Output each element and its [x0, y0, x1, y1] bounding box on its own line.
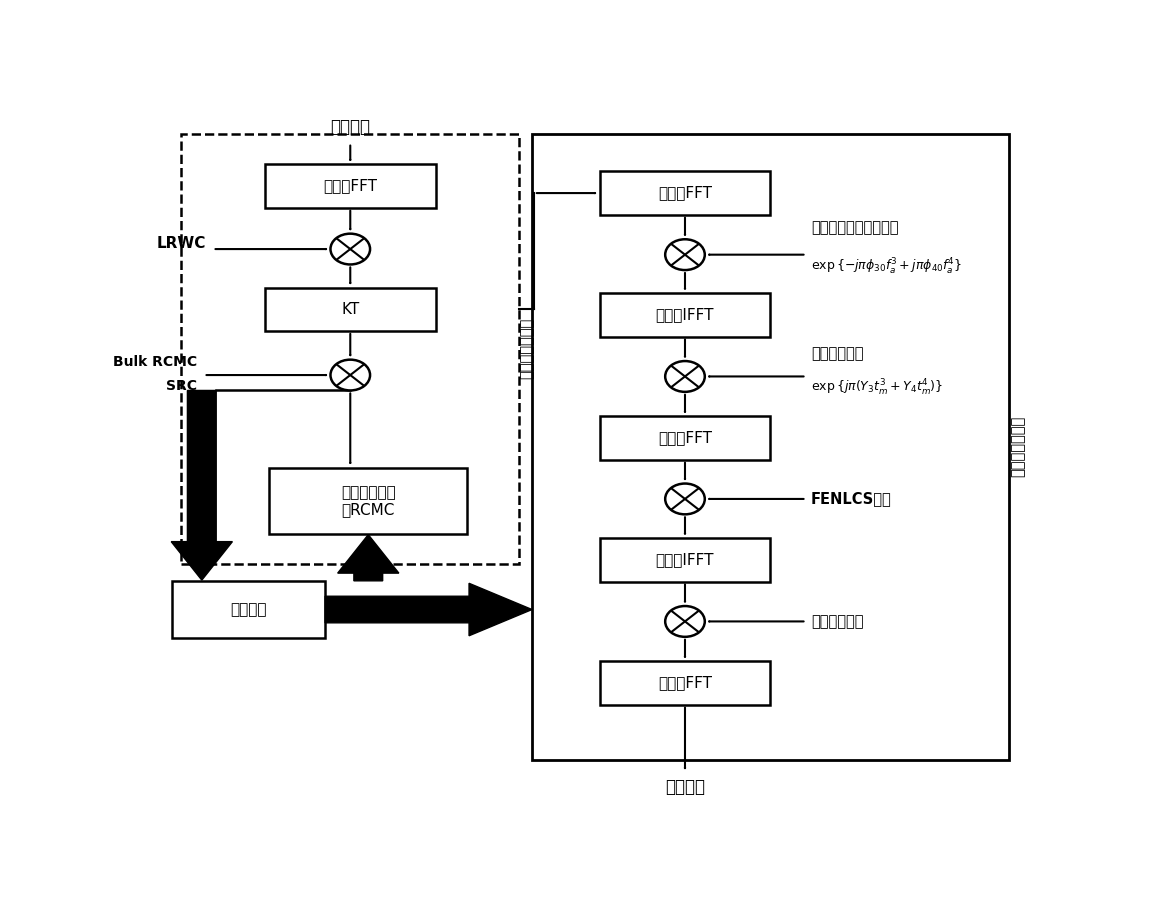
Circle shape — [665, 239, 705, 270]
FancyBboxPatch shape — [265, 287, 435, 331]
Bar — [181, 134, 519, 564]
Text: 方位向处理流程: 方位向处理流程 — [1010, 416, 1025, 477]
FancyBboxPatch shape — [599, 294, 771, 336]
Text: 球体模型: 球体模型 — [230, 602, 267, 617]
Text: KT: KT — [341, 302, 360, 316]
Text: 距离向处理流程: 距离向处理流程 — [519, 318, 534, 379]
Text: 时域聚焦处理: 时域聚焦处理 — [810, 614, 864, 629]
Polygon shape — [325, 584, 532, 635]
Text: LRWC: LRWC — [157, 236, 207, 251]
FancyBboxPatch shape — [265, 165, 435, 208]
FancyBboxPatch shape — [172, 581, 325, 638]
Polygon shape — [338, 534, 399, 581]
Text: 接收回波: 接收回波 — [330, 117, 370, 135]
FancyBboxPatch shape — [599, 172, 771, 215]
Text: 方位向FFT: 方位向FFT — [658, 185, 712, 201]
Circle shape — [665, 361, 705, 392]
Text: 方位向IFFT: 方位向IFFT — [656, 553, 714, 567]
Text: 方位空变的剩
余RCMC: 方位空变的剩 余RCMC — [341, 484, 396, 517]
Text: $\exp\{-j\pi\phi_{30}f_a^3+j\pi\phi_{40}f_a^4\}$: $\exp\{-j\pi\phi_{30}f_a^3+j\pi\phi_{40}… — [810, 257, 962, 277]
FancyBboxPatch shape — [599, 416, 771, 460]
Text: 方位向FFT: 方位向FFT — [658, 431, 712, 445]
FancyBboxPatch shape — [269, 468, 467, 534]
Text: SRC: SRC — [166, 379, 197, 394]
Circle shape — [665, 484, 705, 514]
Text: 方位向FFT: 方位向FFT — [658, 675, 712, 691]
Text: FENLCS因子: FENLCS因子 — [810, 492, 892, 506]
FancyBboxPatch shape — [599, 662, 771, 704]
Polygon shape — [171, 391, 232, 580]
Text: 聚焦图像: 聚焦图像 — [665, 777, 705, 795]
Text: 距离向FFT: 距离向FFT — [323, 178, 377, 194]
Text: 四阶调节因子: 四阶调节因子 — [810, 345, 864, 361]
Text: Bulk RCMC: Bulk RCMC — [113, 355, 197, 369]
Circle shape — [331, 234, 370, 265]
FancyBboxPatch shape — [599, 538, 771, 582]
Text: 频域高次非空变预滤波: 频域高次非空变预滤波 — [810, 221, 899, 235]
Text: $\exp\{j\pi(Y_3t_m^3+Y_4t_m^4)\}$: $\exp\{j\pi(Y_3t_m^3+Y_4t_m^4)\}$ — [810, 377, 943, 398]
Circle shape — [331, 360, 370, 391]
Bar — [532, 134, 1009, 760]
Text: 方位向IFFT: 方位向IFFT — [656, 307, 714, 323]
Circle shape — [665, 606, 705, 637]
